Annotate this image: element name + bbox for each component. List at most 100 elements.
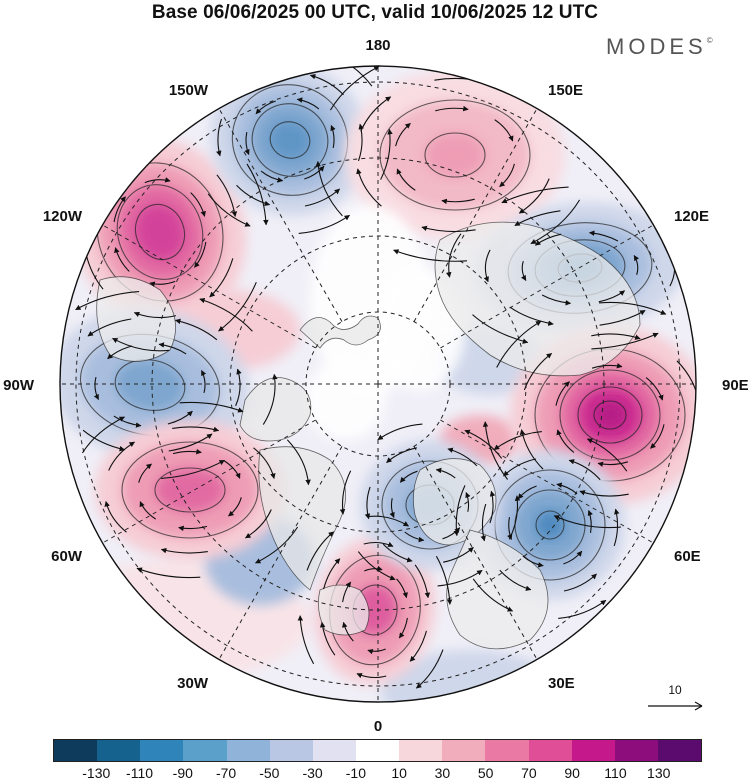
wind-arrow xyxy=(386,447,418,464)
wind-arrow xyxy=(597,461,629,467)
map-disc xyxy=(60,66,696,702)
wind-arrow xyxy=(149,280,176,287)
wind-arrow xyxy=(112,337,170,352)
wind-arrow xyxy=(201,370,207,394)
wind-arrow xyxy=(304,165,325,180)
reference-vector-value: 10 xyxy=(668,683,682,697)
lon-label-150w: 150W xyxy=(169,82,209,99)
wind-arrow xyxy=(329,66,380,111)
graticule xyxy=(60,66,696,702)
lon-label-60w: 60W xyxy=(51,548,83,565)
wind-arrow xyxy=(363,541,394,547)
wind-arrow xyxy=(380,128,393,180)
colorbar xyxy=(53,739,702,762)
lon-label-120e: 120E xyxy=(674,208,709,225)
wind-arrow xyxy=(218,281,257,332)
wind-arrow xyxy=(224,460,241,479)
wind-arrow xyxy=(556,482,578,495)
lon-label-60e: 60E xyxy=(674,548,701,565)
wind-arrow xyxy=(514,210,561,227)
colorbar-tick-label: 90 xyxy=(564,765,580,781)
colorbar-tick-label: -130 xyxy=(82,765,111,781)
wind-arrow xyxy=(342,581,352,603)
wind-arrow xyxy=(260,170,284,183)
wind-arrow xyxy=(262,373,278,425)
colorbar-tick-label: 10 xyxy=(391,765,407,781)
wind-arrow xyxy=(415,649,444,689)
colorbar-tick-label: 50 xyxy=(477,765,494,781)
wind-arrow xyxy=(446,233,462,278)
wind-arrow xyxy=(435,467,456,479)
colorbar-tick-label: 30 xyxy=(434,765,451,781)
wind-arrow xyxy=(435,105,469,112)
lon-label-30w: 30W xyxy=(177,675,209,692)
wind-arrow xyxy=(246,163,269,226)
colorbar-tick-label: -30 xyxy=(302,765,323,781)
colorbar-swatch xyxy=(442,740,486,761)
wind-arrow xyxy=(396,168,416,191)
wind-arrow xyxy=(245,509,272,539)
lon-label-180: 180 xyxy=(365,37,390,54)
wind-arrow xyxy=(472,578,514,612)
wind-arrow xyxy=(319,621,336,656)
wind-arrow xyxy=(395,122,411,147)
wind-arrow xyxy=(138,463,152,483)
wind-arrow xyxy=(633,255,640,275)
wind-arrow xyxy=(645,377,664,401)
wind-arrow xyxy=(139,501,156,520)
wind-arrow xyxy=(178,525,208,532)
wind-arrow xyxy=(519,429,544,470)
wind-arrow xyxy=(599,309,646,326)
wind-arrow xyxy=(441,198,475,205)
wind-arrow xyxy=(518,178,550,214)
wind-arrow xyxy=(499,569,532,591)
map-title: Base 06/06/2025 00 UTC, valid 10/06/2025… xyxy=(151,2,599,23)
wind-arrow xyxy=(160,459,225,479)
wind-arrow xyxy=(591,363,623,369)
wind-arrow xyxy=(255,526,299,564)
wind-arrow xyxy=(389,498,395,519)
anomaly-north-pacific-high xyxy=(345,70,565,240)
wind-arrow xyxy=(133,311,177,319)
colorbar-swatch xyxy=(399,740,443,761)
wind-arrow xyxy=(253,447,276,480)
wind-arrow xyxy=(568,459,601,481)
wind-arrow xyxy=(382,543,413,563)
wind-arrow xyxy=(339,470,352,515)
wind-arrow xyxy=(255,100,276,115)
wind-arrow xyxy=(508,495,521,540)
wind-arrow xyxy=(114,247,130,272)
lon-label-150e: 150E xyxy=(548,82,583,99)
wind-arrow xyxy=(555,381,570,406)
wind-arrow xyxy=(494,119,514,142)
colorbar-swatch xyxy=(614,740,658,761)
colorbar-swatch xyxy=(183,740,227,761)
wind-arrow xyxy=(209,258,234,298)
map-border xyxy=(59,65,697,703)
wind-arrow xyxy=(676,360,696,401)
wind-arrow xyxy=(172,448,202,455)
wind-arrow xyxy=(87,318,132,337)
wind-arrow xyxy=(190,192,206,217)
wind-arrow xyxy=(579,490,629,497)
copyright-mark: © xyxy=(706,36,713,45)
wind-arrow xyxy=(304,188,341,207)
colorbar-swatch xyxy=(355,740,400,761)
wind-arrow xyxy=(522,555,544,568)
wind-arrow xyxy=(207,193,251,227)
wind-arrow xyxy=(174,318,218,341)
wind-arrow xyxy=(541,294,572,306)
wind-arrow xyxy=(228,497,242,517)
colorbar-tick-label: -70 xyxy=(215,765,237,781)
wind-arrow xyxy=(553,515,621,529)
colorbar-swatch xyxy=(54,740,98,761)
wind-arrow xyxy=(330,124,336,149)
colorbar-swatch xyxy=(312,740,356,761)
lon-label-90w: 90W xyxy=(3,377,35,394)
wind-arrow xyxy=(501,186,569,204)
wind-arrow xyxy=(591,332,659,350)
wind-arrow xyxy=(236,184,271,207)
wind-arrow xyxy=(356,168,382,207)
wind-arrow xyxy=(404,531,425,543)
